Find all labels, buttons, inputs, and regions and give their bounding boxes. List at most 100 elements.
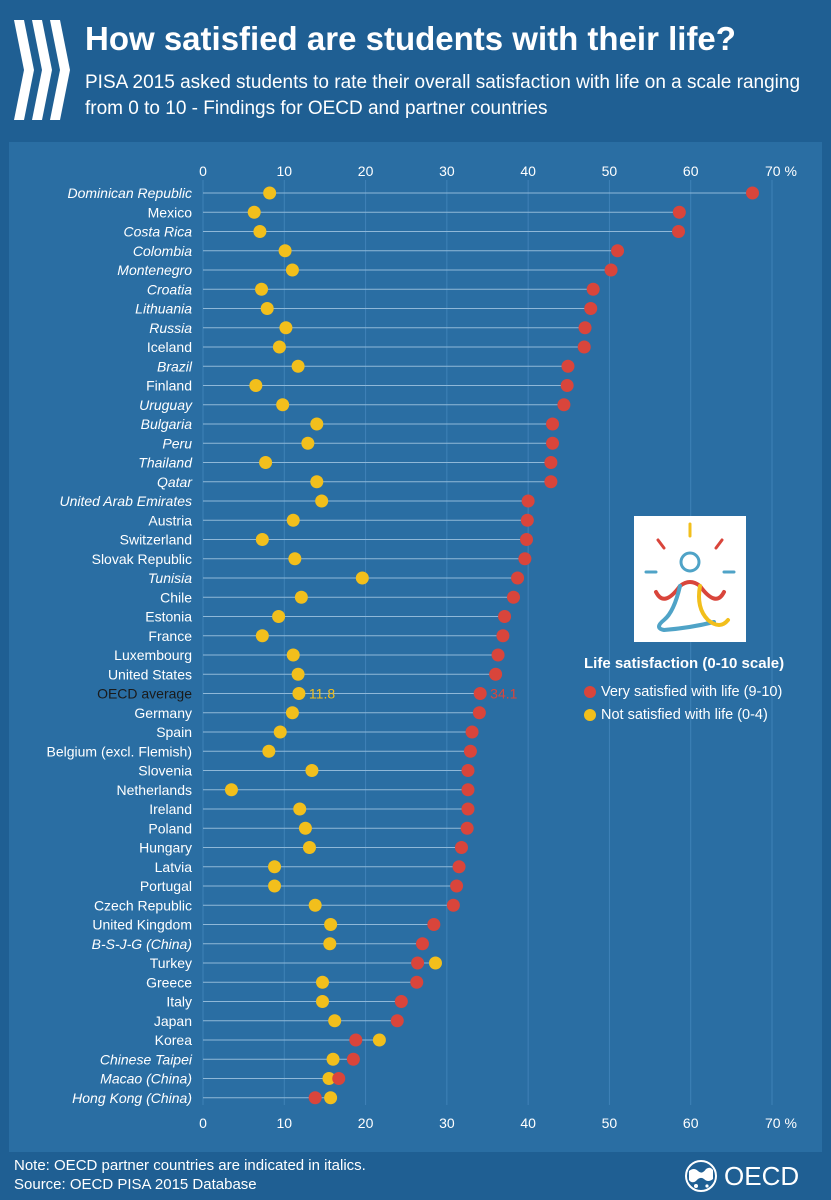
country-label: France xyxy=(148,628,192,644)
x-tick-label-bottom: 50 xyxy=(602,1115,618,1131)
legend-label-very-satisfied: Very satisfied with life (9-10) xyxy=(601,684,783,700)
x-tick-label-bottom: 70 % xyxy=(765,1115,797,1131)
country-label: Czech Republic xyxy=(94,897,192,913)
meditating-figure-icon xyxy=(634,516,746,642)
country-label: Switzerland xyxy=(120,532,192,548)
point-not-satisfied xyxy=(255,533,269,546)
point-very-satisfied xyxy=(604,263,618,277)
point-very-satisfied xyxy=(465,725,479,739)
x-tick-label-bottom: 60 xyxy=(683,1115,699,1131)
country-label: Tunisia xyxy=(148,570,192,586)
oecd-globe-icon xyxy=(685,1160,717,1192)
point-very-satisfied xyxy=(473,687,487,700)
point-very-satisfied xyxy=(454,841,468,854)
country-label: Macao (China) xyxy=(100,1071,192,1087)
point-very-satisfied xyxy=(544,475,558,489)
country-label: Chile xyxy=(160,589,192,605)
country-label: Hungary xyxy=(139,840,192,856)
point-not-satisfied xyxy=(249,379,263,392)
point-very-satisfied xyxy=(672,205,686,219)
country-label: B-S-J-G (China) xyxy=(92,936,192,952)
point-very-satisfied xyxy=(584,302,598,315)
country-label: Colombia xyxy=(133,243,192,259)
point-very-satisfied xyxy=(452,860,466,874)
point-very-satisfied xyxy=(450,879,464,893)
point-very-satisfied xyxy=(511,571,525,585)
x-tick-label-bottom: 40 xyxy=(520,1115,536,1131)
point-not-satisfied xyxy=(272,610,286,623)
country-label: United Kingdom xyxy=(92,917,192,933)
oecd-logo-text: OECD xyxy=(724,1161,800,1191)
point-not-satisfied xyxy=(263,186,277,200)
data-label-average-very-satisfied: 34.1 xyxy=(490,686,517,702)
legend-item-not-satisfied: Not satisfied with life (0-4) xyxy=(584,707,784,723)
data-label-average-not-satisfied: 11.8 xyxy=(309,686,335,702)
country-label: Finland xyxy=(146,378,192,394)
point-not-satisfied xyxy=(305,764,319,777)
country-label: Portugal xyxy=(140,878,192,894)
oecd-chevrons-icon xyxy=(14,20,70,120)
country-label: Luxembourg xyxy=(114,647,192,663)
point-very-satisfied xyxy=(308,1091,322,1105)
country-label: Uruguay xyxy=(139,397,193,413)
point-not-satisfied xyxy=(291,359,305,373)
point-very-satisfied xyxy=(544,456,558,469)
point-very-satisfied xyxy=(461,802,475,816)
point-not-satisfied xyxy=(259,456,273,469)
country-label: Lithuania xyxy=(135,301,192,317)
page-title: How satisfied are students with their li… xyxy=(85,20,736,57)
country-label: Mexico xyxy=(148,204,193,220)
point-very-satisfied xyxy=(390,1014,404,1028)
country-label: Japan xyxy=(154,1013,192,1029)
country-label: Turkey xyxy=(150,955,192,971)
country-label: Chinese Taipei xyxy=(100,1051,193,1067)
country-label: Ireland xyxy=(149,801,192,817)
point-not-satisfied xyxy=(278,244,292,258)
point-not-satisfied xyxy=(285,706,299,720)
point-not-satisfied xyxy=(315,995,329,1008)
point-very-satisfied xyxy=(672,225,686,238)
point-not-satisfied xyxy=(293,802,307,816)
point-very-satisfied xyxy=(521,494,535,508)
point-very-satisfied xyxy=(557,398,571,412)
country-label: Spain xyxy=(156,724,192,740)
point-not-satisfied xyxy=(315,494,329,508)
point-not-satisfied xyxy=(285,263,299,277)
point-very-satisfied xyxy=(415,937,429,951)
point-very-satisfied xyxy=(411,956,425,970)
point-not-satisfied xyxy=(302,841,316,854)
x-tick-label-top: 10 xyxy=(276,163,292,179)
legend-dot-not-satisfied xyxy=(584,709,596,721)
country-label: Slovenia xyxy=(138,763,192,779)
point-not-satisfied xyxy=(286,513,300,527)
point-very-satisfied xyxy=(463,744,477,758)
footer-source: Source: OECD PISA 2015 Database xyxy=(14,1176,257,1193)
point-very-satisfied xyxy=(461,783,475,797)
point-not-satisfied xyxy=(315,975,329,989)
point-very-satisfied xyxy=(491,648,505,662)
point-very-satisfied xyxy=(446,898,460,912)
country-label: Korea xyxy=(155,1032,193,1048)
country-label: Russia xyxy=(149,320,192,336)
point-very-satisfied xyxy=(496,629,510,643)
country-label: Estonia xyxy=(145,609,192,625)
point-very-satisfied xyxy=(460,821,474,835)
footer-notes: Note: OECD partner countries are indicat… xyxy=(14,1156,366,1194)
country-label: Croatia xyxy=(147,281,192,297)
country-label: Netherlands xyxy=(117,782,193,798)
point-not-satisfied xyxy=(288,552,302,566)
point-not-satisfied xyxy=(355,571,369,585)
legend-title: Life satisfaction (0-10 scale) xyxy=(584,655,785,672)
point-not-satisfied xyxy=(323,937,337,951)
country-label: Hong Kong (China) xyxy=(72,1090,192,1106)
country-label: Peru xyxy=(162,435,192,451)
country-label: Brazil xyxy=(157,358,193,374)
point-not-satisfied xyxy=(255,629,269,643)
country-label: Qatar xyxy=(157,474,193,490)
point-not-satisfied xyxy=(428,956,442,970)
legend: Life satisfaction (0-10 scale) Very sati… xyxy=(584,655,784,730)
point-very-satisfied xyxy=(546,417,560,431)
point-very-satisfied xyxy=(461,764,475,777)
x-tick-label-top: 30 xyxy=(439,163,455,179)
